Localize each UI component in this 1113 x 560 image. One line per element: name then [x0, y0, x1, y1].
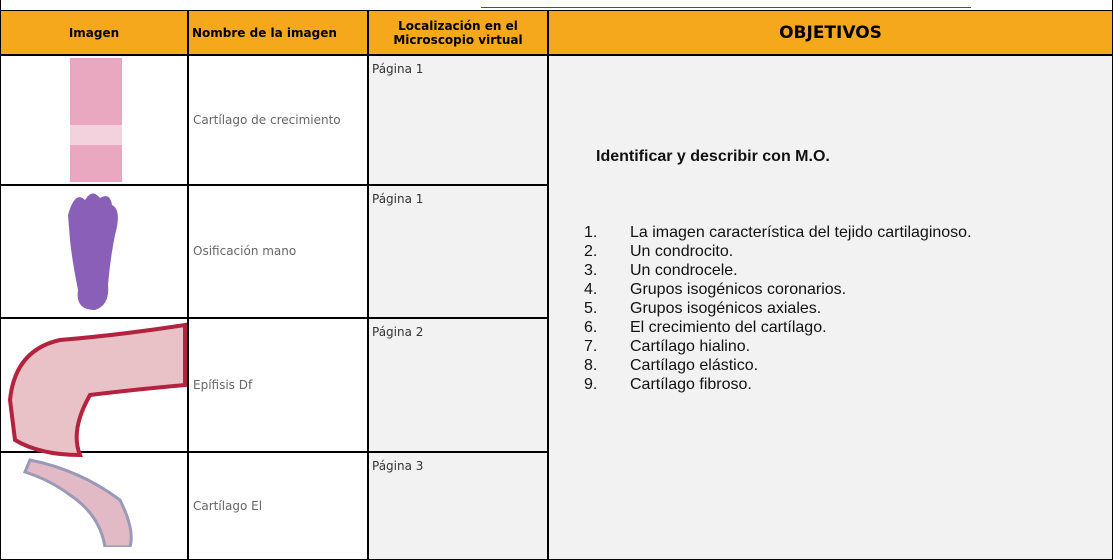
header-line: Microscopio virtual [393, 32, 523, 47]
item-text: Grupos isogénicos axiales. [630, 300, 822, 317]
column-header: Imagen [0, 10, 188, 55]
image-name: Cartílago El [188, 452, 368, 560]
location: Página 1 [368, 55, 548, 185]
item-text: Un condrocito. [630, 243, 734, 260]
image-cell [0, 452, 188, 560]
item-text: El crecimiento del cartílago. [630, 319, 827, 336]
item-number: 5. [584, 300, 598, 317]
objectives-heading: Identificar y describir con M.O. [596, 148, 830, 165]
location: Página 1 [368, 185, 548, 318]
objectives-cell: Identificar y describir con M.O. 1. La ima… [548, 55, 1113, 560]
objective-item: 7. Cartílago hialino. [584, 337, 750, 356]
item-number: 7. [584, 338, 598, 355]
item-text: La imagen característica del tejido cart… [630, 224, 972, 241]
objective-item: 9. Cartílago fibroso. [584, 375, 752, 394]
item-number: 8. [584, 357, 598, 374]
link-underline [481, 7, 971, 8]
header-line: Localización en el [398, 18, 518, 33]
image-cell [0, 318, 188, 452]
location: Página 3 [368, 452, 548, 560]
column-header: Localización en el Microscopio virtual [368, 10, 548, 55]
item-number: 3. [584, 262, 598, 279]
objective-item: 8. Cartílago elástico. [584, 356, 758, 375]
objective-item: 4. Grupos isogénicos coronarios. [584, 280, 846, 299]
image-cell [0, 185, 188, 318]
column-header: Nombre de la imagen [188, 10, 368, 55]
item-text: Cartílago fibroso. [630, 376, 752, 393]
item-text: Cartílago hialino. [630, 338, 751, 355]
item-number: 2. [584, 243, 598, 260]
item-text: Un condrocele. [630, 262, 738, 279]
item-number: 1. [584, 224, 598, 241]
item-text: Cartílago elástico. [630, 357, 759, 374]
image-name: Epífisis Df [188, 318, 368, 452]
objective-item: 3. Un condrocele. [584, 261, 738, 280]
item-text: Grupos isogénicos coronarios. [630, 281, 847, 298]
objective-item: 1. La imagen característica del tejido ca… [584, 223, 972, 242]
objective-item: 6. El crecimiento del cartílago. [584, 318, 827, 337]
item-number: 4. [584, 281, 598, 298]
column-header: OBJETIVOS [548, 10, 1113, 55]
objective-item: 2. Un condrocito. [584, 242, 733, 261]
item-number: 9. [584, 376, 598, 393]
location: Página 2 [368, 318, 548, 452]
image-cell [0, 55, 188, 185]
image-name: Cartílago de crecimiento [188, 55, 368, 185]
image-name: Osificación mano [188, 185, 368, 318]
item-number: 6. [584, 319, 598, 336]
objective-item: 5. Grupos isogénicos axiales. [584, 299, 821, 318]
